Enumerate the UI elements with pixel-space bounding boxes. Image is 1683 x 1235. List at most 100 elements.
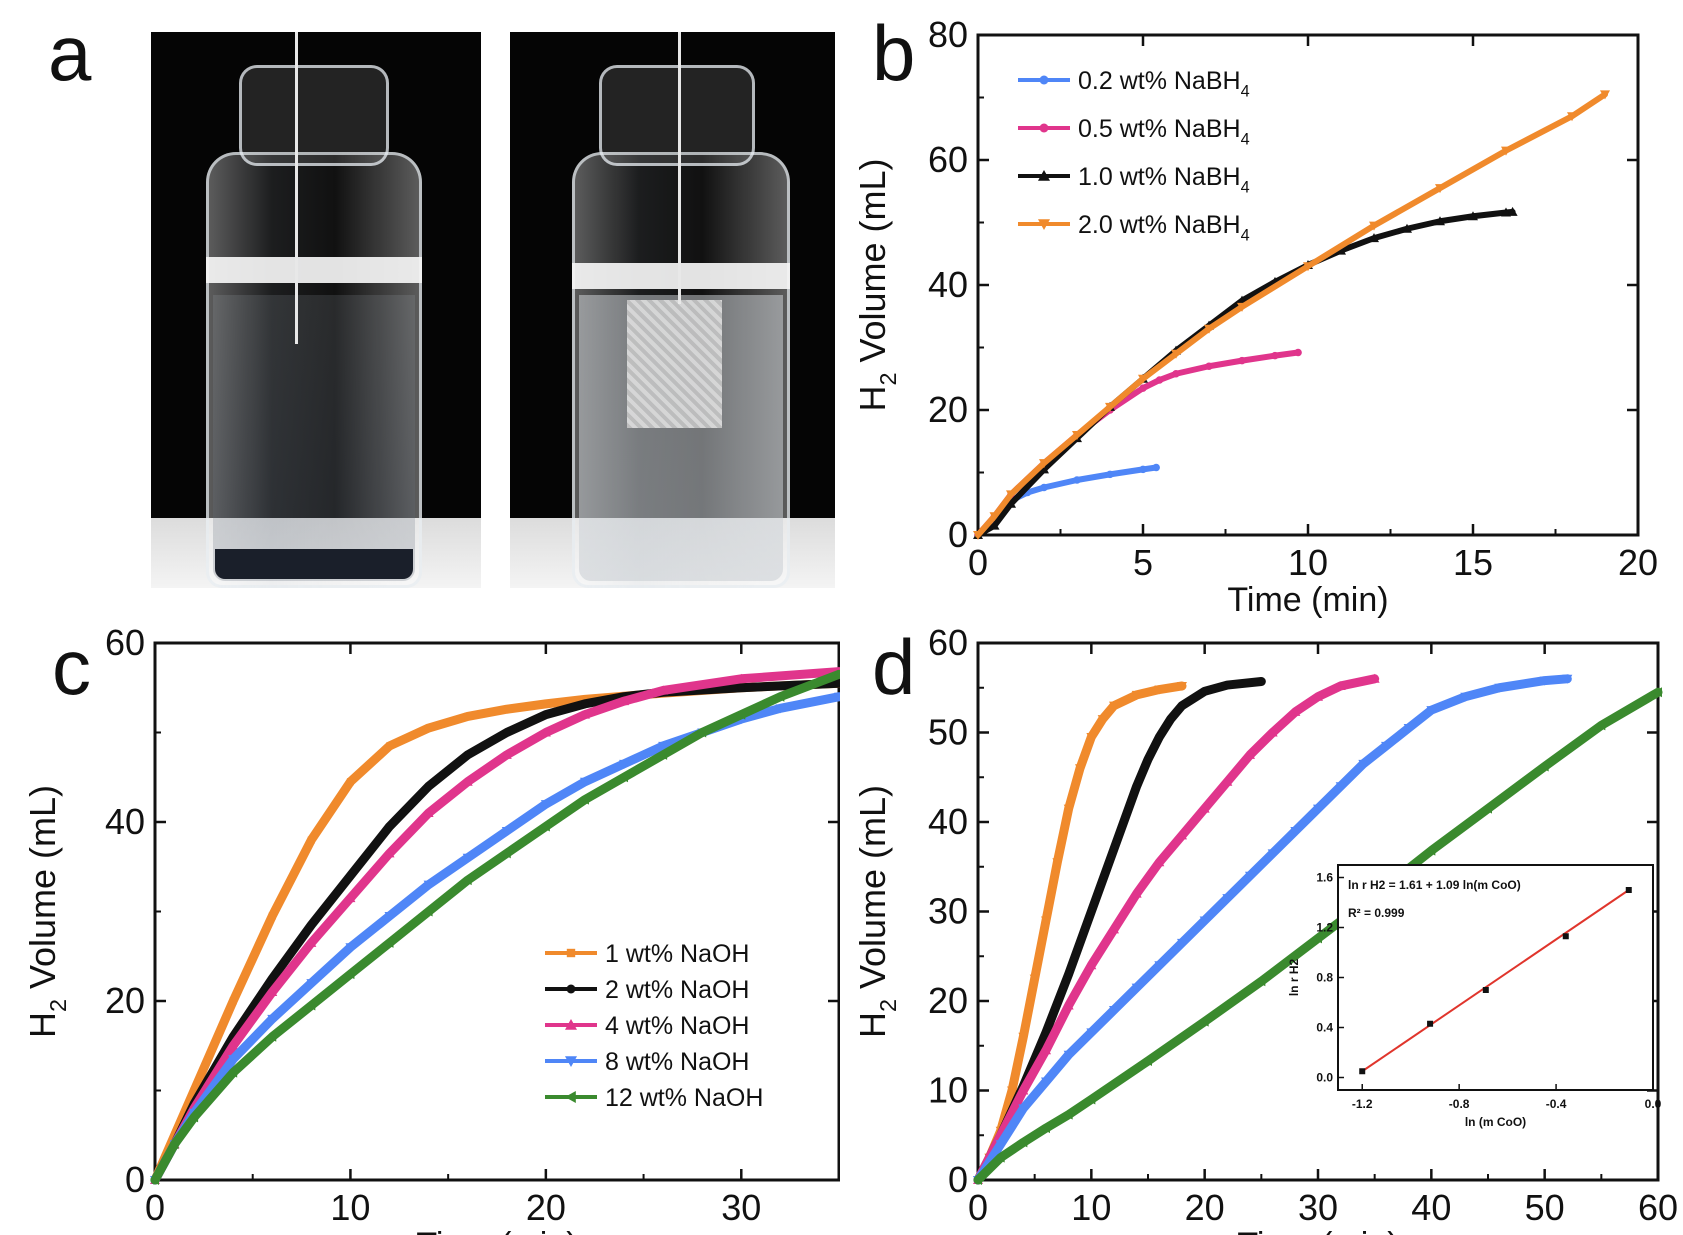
jar-band xyxy=(206,257,422,283)
data-point-d-3 xyxy=(1041,1077,1051,1087)
data-point-d-2 xyxy=(1313,691,1323,701)
data-point-d-2 xyxy=(1041,1045,1051,1055)
photo-jar-left xyxy=(151,32,481,588)
data-point-d-3 xyxy=(1267,849,1278,859)
data-point-d-1 xyxy=(1178,701,1186,710)
data-point-c-1 xyxy=(385,822,394,831)
data-point-c-1 xyxy=(581,700,589,708)
data-point-d-2 xyxy=(1222,776,1233,786)
data-point-d-2 xyxy=(1063,1000,1074,1010)
data-point-c-0 xyxy=(190,1087,198,1094)
chart-d: 0 10 20 30 40 50 60 0 10 20 30 40 50 60 Time (min) H2 V… xyxy=(852,622,1678,1235)
data-point-d-2 xyxy=(1267,727,1278,737)
data-point-d-4 xyxy=(1143,1055,1152,1066)
data-point-c-3 xyxy=(423,880,434,890)
data-point-d-2 xyxy=(1369,673,1380,683)
data-point-c-3 xyxy=(462,853,473,863)
data-point-c-3 xyxy=(540,800,551,810)
data-point-b-3 xyxy=(1171,349,1181,359)
data-point-c-0 xyxy=(425,724,433,732)
data-point-c-2 xyxy=(462,776,473,786)
data-point-d-1 xyxy=(1200,687,1209,696)
data-point-c-1 xyxy=(737,684,746,692)
data-point-d-0 xyxy=(1052,858,1063,868)
data-point-c-0 xyxy=(386,742,394,750)
data-point-d-4 xyxy=(1313,933,1322,944)
x-tick-label-c: 20 xyxy=(526,1187,566,1228)
legend-marker-b-1 xyxy=(1039,123,1049,133)
inset-equation: ln r H2 = 1.61 + 1.09 ln(m CoO) xyxy=(1348,878,1521,892)
jar-liquid xyxy=(213,295,415,581)
y-tick-label-d: 20 xyxy=(928,980,968,1021)
data-point-d-1 xyxy=(1132,782,1141,790)
data-point-d-4 xyxy=(995,1152,1005,1163)
data-point-d-3 xyxy=(1313,804,1323,814)
legend-b: 0.2 wt% NaBH4 0.5 wt% NaBH4 1.0 wt% NaBH4 2… xyxy=(1018,67,1250,245)
jar-neck xyxy=(599,65,755,166)
data-point-c-4 xyxy=(150,1175,159,1185)
data-point-d-1 xyxy=(1042,1028,1050,1037)
x-axis-label-d: Time (min) xyxy=(1237,1226,1398,1235)
x-tick-label-b: 20 xyxy=(1618,542,1658,583)
legend-label-b-0: 0.2 wt% NaBH4 xyxy=(1078,67,1250,101)
legend-marker-c-3 xyxy=(565,1056,577,1067)
y-tick-label-c: 40 xyxy=(105,801,145,842)
data-point-b-1 xyxy=(1271,351,1279,360)
legend-marker-b-3 xyxy=(1038,219,1050,230)
data-point-d-0 xyxy=(1154,685,1165,695)
data-point-c-1 xyxy=(463,751,472,759)
data-point-c-4 xyxy=(658,749,668,760)
data-point-b-2 xyxy=(1501,207,1511,217)
data-point-d-4 xyxy=(1018,1137,1028,1148)
data-point-c-1 xyxy=(424,782,433,790)
series-markers-d-4 xyxy=(973,687,1662,1185)
data-point-c-0 xyxy=(307,836,315,844)
series-group-d xyxy=(973,673,1663,1185)
data-point-b-1 xyxy=(1155,376,1164,384)
y-tick-label-d: 10 xyxy=(928,1070,968,1111)
data-point-b-3 xyxy=(1369,221,1379,231)
data-point-d-1 xyxy=(1155,733,1164,741)
data-point-c-4 xyxy=(169,1139,179,1150)
data-point-c-3 xyxy=(267,1014,278,1024)
data-point-d-4 xyxy=(973,1175,982,1185)
x-tick-label-c: 30 xyxy=(721,1187,761,1228)
data-point-c-0 xyxy=(346,778,354,786)
data-point-b-3 xyxy=(1501,146,1511,156)
inset-plot: -1.2 -0.8 -0.4 0.0 0.0 0.4 0.8 1.2 1.6 ln (m CoO)… xyxy=(1287,864,1662,1129)
data-point-d-3 xyxy=(1245,871,1255,881)
series-markers-d-3 xyxy=(973,674,1573,1185)
data-point-c-3 xyxy=(834,692,840,702)
x-axis-label-b: Time (min) xyxy=(1227,581,1388,619)
data-point-d-3 xyxy=(1109,1005,1119,1015)
data-point-d-3 xyxy=(1177,938,1187,948)
data-point-c-0 xyxy=(229,997,237,1005)
data-point-d-1 xyxy=(1087,907,1096,916)
data-point-b-3 xyxy=(989,512,1000,522)
data-point-c-3 xyxy=(658,741,669,751)
series-group-b xyxy=(973,90,1610,540)
series-markers-c-4 xyxy=(150,670,840,1185)
data-point-c-1 xyxy=(346,871,355,880)
legend-label-b-2: 1.0 wt% NaBH4 xyxy=(1078,163,1250,197)
panel-label-b: b xyxy=(872,9,916,97)
data-point-d-4 xyxy=(1041,1123,1050,1134)
x-tick-label-d: 10 xyxy=(1071,1187,1111,1228)
data-point-d-4 xyxy=(1199,1016,1209,1027)
data-point-b-3 xyxy=(1006,490,1016,500)
data-point-b-0 xyxy=(1040,483,1048,492)
data-point-d-2 xyxy=(1154,857,1165,867)
wire-string xyxy=(295,32,298,344)
data-point-c-0 xyxy=(268,912,276,920)
data-point-d-0 xyxy=(1131,690,1142,700)
data-point-b-3 xyxy=(1138,374,1148,384)
y-axis-label-b: H2 Volume (mL) xyxy=(852,158,901,411)
series-group-c xyxy=(150,666,840,1185)
series-line-d-0 xyxy=(973,681,1187,1185)
data-point-b-3 xyxy=(1435,184,1445,194)
data-point-c-2 xyxy=(228,1040,239,1050)
y-tick-label-d: 0 xyxy=(948,1159,968,1200)
data-point-c-3 xyxy=(345,943,356,953)
x-tick-label-d: 40 xyxy=(1411,1187,1451,1228)
